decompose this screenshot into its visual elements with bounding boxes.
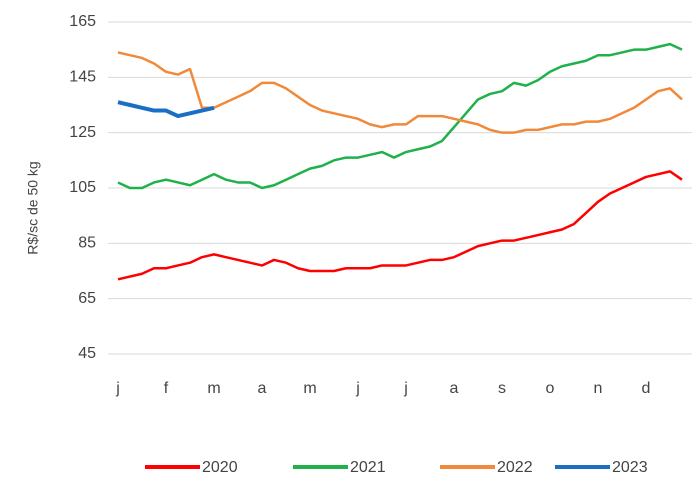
legend-label: 2020 — [202, 459, 238, 476]
x-tick-label: o — [546, 380, 555, 397]
y-tick-label: 165 — [69, 13, 96, 30]
y-tick-label: 125 — [69, 124, 96, 141]
legend-label: 2023 — [612, 459, 648, 476]
chart: R$/sc de 50 kg 45 65 85 105 125 145 165 j f m a m j j… — [0, 0, 695, 503]
y-tick-label: 65 — [78, 290, 96, 307]
x-tick-label: a — [258, 380, 267, 397]
x-tick-label: s — [498, 380, 506, 397]
series-line — [118, 52, 682, 132]
y-tick-label: 85 — [78, 235, 96, 252]
x-tick-label: d — [642, 380, 651, 397]
x-tick-label: a — [450, 380, 459, 397]
x-tick-label: f — [164, 380, 169, 397]
x-tick-label: m — [207, 380, 220, 397]
y-tick-label: 45 — [78, 345, 96, 362]
y-tick-label: 145 — [69, 69, 96, 86]
legend-label: 2021 — [350, 459, 386, 476]
y-axis-label: R$/sc de 50 kg — [25, 161, 41, 254]
x-tick-label: m — [303, 380, 316, 397]
x-tick-label: j — [355, 380, 360, 397]
y-tick-label: 105 — [69, 179, 96, 196]
x-tick-label: j — [115, 380, 120, 397]
x-tick-label: n — [594, 380, 603, 397]
legend-label: 2022 — [497, 459, 533, 476]
series-line — [118, 44, 682, 188]
series-line — [118, 102, 214, 116]
x-tick-label: j — [403, 380, 408, 397]
